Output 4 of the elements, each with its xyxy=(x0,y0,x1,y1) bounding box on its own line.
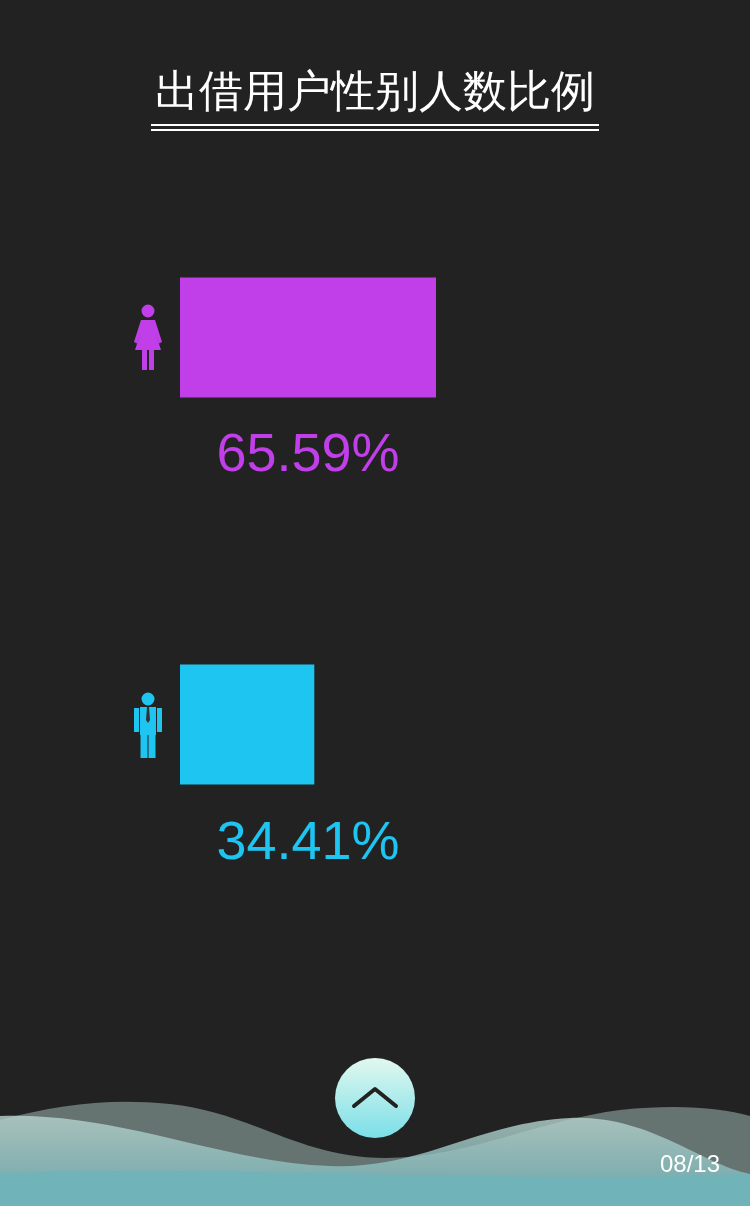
data-label: 34.41% xyxy=(216,809,400,870)
text: 08/13 xyxy=(659,1150,720,1178)
chart-title: 出借用户性别人数比例 xyxy=(155,65,595,116)
data-label: 65.59% xyxy=(216,422,400,483)
